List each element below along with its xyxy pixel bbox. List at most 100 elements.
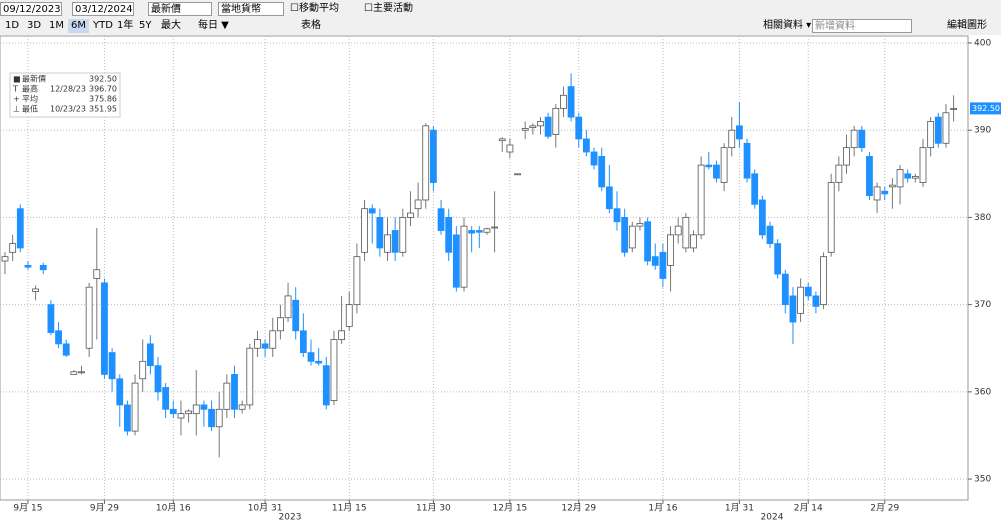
range-button[interactable]: 1年 (117, 20, 134, 31)
candle-body (667, 234, 674, 266)
candle-body (1, 256, 9, 262)
plot-area (0, 35, 969, 501)
candle-body (284, 295, 292, 319)
candle-body (24, 264, 32, 268)
candle-body (292, 299, 300, 332)
range-button[interactable]: 1D (5, 20, 20, 31)
candle-body (146, 343, 154, 367)
related-data[interactable]: 相關資料 ▾ (763, 20, 812, 31)
range-button[interactable]: 6M (68, 19, 89, 33)
period[interactable]: 每日 ▼ (198, 20, 229, 31)
candle-body (613, 208, 621, 223)
candle-body (215, 408, 223, 428)
candle-body (345, 304, 353, 327)
candle-body (598, 155, 606, 188)
candle-body (307, 352, 315, 362)
candle-body (70, 371, 78, 375)
y-tick-label: 400 (974, 38, 991, 48)
candle-body (338, 330, 346, 340)
y-tick-label: 390 (974, 126, 991, 136)
candle-body (774, 243, 782, 275)
candle-body (690, 234, 697, 249)
candle-body (583, 138, 590, 153)
candle-body (231, 374, 238, 410)
candle-body (422, 125, 430, 201)
candle-body (47, 304, 55, 333)
candle-body (827, 182, 835, 253)
candle-body (927, 121, 935, 149)
checkbox[interactable]: ☐ (364, 3, 373, 14)
candle-body (9, 243, 17, 253)
candle-body (567, 86, 575, 118)
table-button[interactable]: 表格 (301, 20, 321, 31)
candle-body (506, 144, 514, 153)
candle-body (192, 404, 200, 415)
candle-body (674, 225, 682, 236)
candle-body (781, 273, 789, 306)
candle-body (651, 256, 659, 266)
edit-chart[interactable]: 編輯圖形 (947, 20, 987, 31)
candle-body (789, 295, 797, 323)
candle-body (16, 208, 24, 249)
last-price-tag (970, 102, 1001, 115)
range-button[interactable]: 5Y (139, 20, 152, 31)
label: 主要活動 (372, 3, 413, 14)
candle-body (391, 230, 399, 253)
candle-body (238, 404, 246, 410)
candle-body (124, 404, 131, 432)
candle-body (743, 142, 751, 179)
x-tick-label: 12月 15 (493, 503, 528, 514)
candle-body (942, 112, 950, 144)
candle-body (169, 408, 177, 415)
candle-body (766, 225, 774, 244)
candle-body (804, 286, 812, 297)
y-tick-label: 370 (974, 300, 991, 310)
candle-body (881, 190, 889, 195)
candle-body (361, 208, 368, 253)
candle-body (154, 365, 162, 393)
currency[interactable]: 當地貨幣 (218, 2, 284, 16)
add-data[interactable]: 新增資料 (812, 19, 912, 33)
legend-symbol: + (13, 95, 20, 104)
candle-body (911, 176, 919, 179)
candle-body (452, 234, 460, 288)
checkbox[interactable]: ☐ (290, 3, 299, 14)
candle-body (889, 184, 896, 188)
candle-body (552, 107, 560, 135)
range-button[interactable]: 3D (27, 20, 42, 31)
label: 移動平均 (298, 3, 339, 14)
range-button[interactable]: 1M (49, 20, 64, 31)
candle-body (904, 173, 912, 179)
candle-body (429, 129, 437, 183)
range-button[interactable]: 最大 (161, 20, 181, 31)
range-button[interactable]: YTD (93, 20, 113, 31)
legend-symbol: ⊥ (13, 105, 20, 114)
candle-body (697, 164, 705, 236)
price-field[interactable]: 最新價 (148, 2, 212, 16)
candle-body (934, 116, 942, 144)
candle-body (162, 387, 170, 410)
candle-body (460, 225, 468, 288)
moving-average[interactable]: ☐移動平均 (288, 2, 341, 16)
end-date[interactable]: 03/12/2024 (72, 2, 134, 16)
year-label: 2023 (279, 513, 302, 520)
candle-body (475, 230, 483, 233)
candle-body (177, 413, 185, 419)
candle-body (200, 404, 208, 410)
candle-body (636, 223, 644, 227)
candle-body (414, 199, 422, 210)
chart: 350 360 370 380 390 400 9月 15 9月 29 10月 16 10月 31… (0, 35, 1001, 520)
start-date[interactable]: 09/12/2023 (0, 2, 62, 16)
legend-value: 392.50 (89, 75, 117, 84)
candle-body (605, 186, 613, 210)
candle-body (322, 365, 330, 406)
legend-date: 10/23/23 (50, 105, 86, 114)
candle-body (208, 408, 215, 428)
candle-body (919, 147, 927, 183)
x-tick-label: 12月 29 (561, 503, 596, 514)
candle-body (246, 347, 254, 406)
key-events[interactable]: ☐主要活動 (362, 2, 415, 16)
candle-body (353, 256, 361, 306)
y-tick-label: 360 (974, 387, 991, 397)
